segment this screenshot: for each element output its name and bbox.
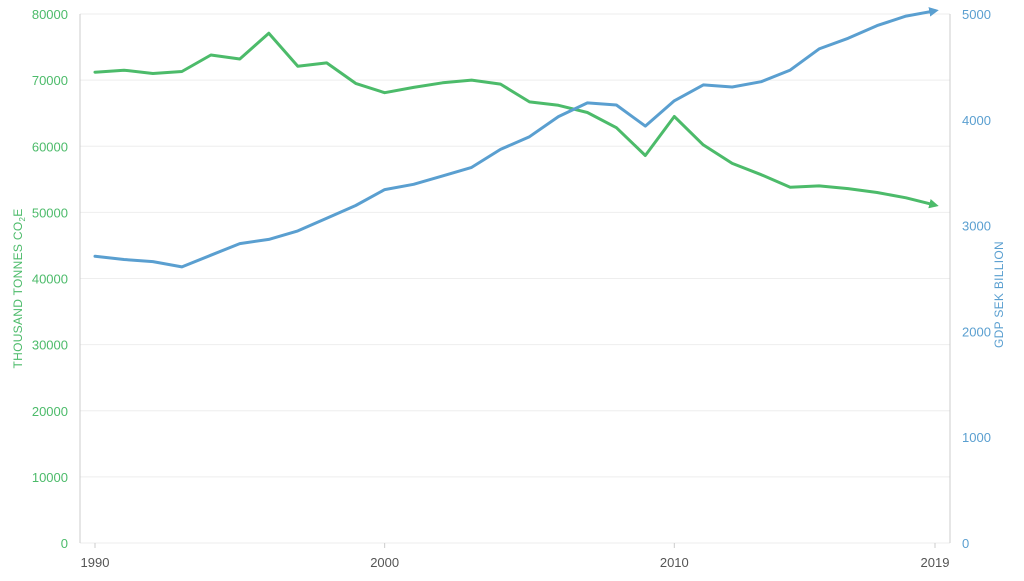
x-tick-label: 1990 [81,555,110,570]
left-tick-label: 20000 [32,404,68,419]
left-tick-label: 60000 [32,139,68,154]
left-tick-label: 0 [61,536,68,551]
x-tick-label: 2000 [370,555,399,570]
right-tick-label: 4000 [962,113,991,128]
left-tick-label: 80000 [32,7,68,22]
left-tick-label: 70000 [32,73,68,88]
gdp-series-line [93,7,939,269]
emissions-series-line [93,31,939,209]
left-axis-title-sub: 2 [18,217,27,222]
left-tick-label: 50000 [32,205,68,220]
left-tick-label: 30000 [32,338,68,353]
x-axis-ticks: 1990 2000 2010 2019 [81,543,950,570]
left-tick-label: 40000 [32,272,68,287]
left-axis-ticks: 0 10000 20000 30000 40000 50000 60000 70000 8000… [32,7,68,551]
right-tick-label: 5000 [962,7,991,22]
right-tick-label: 2000 [962,324,991,339]
left-axis-title-main: THOUSAND TONNES CO [11,222,25,369]
right-tick-label: 1000 [962,430,991,445]
right-tick-label: 3000 [962,219,991,234]
left-axis-title-end: E [11,208,25,216]
grid-lines [80,13,950,544]
right-axis-title: GDP SEK BILLION [992,241,1006,348]
x-tick-label: 2019 [921,555,950,570]
series-layer [93,7,939,269]
left-axis-title: THOUSAND TONNES CO2E [11,208,27,368]
left-tick-label: 10000 [32,470,68,485]
right-axis-ticks: 0 1000 2000 3000 4000 5000 [962,7,991,551]
right-tick-label: 0 [962,536,969,551]
x-tick-label: 2010 [660,555,689,570]
